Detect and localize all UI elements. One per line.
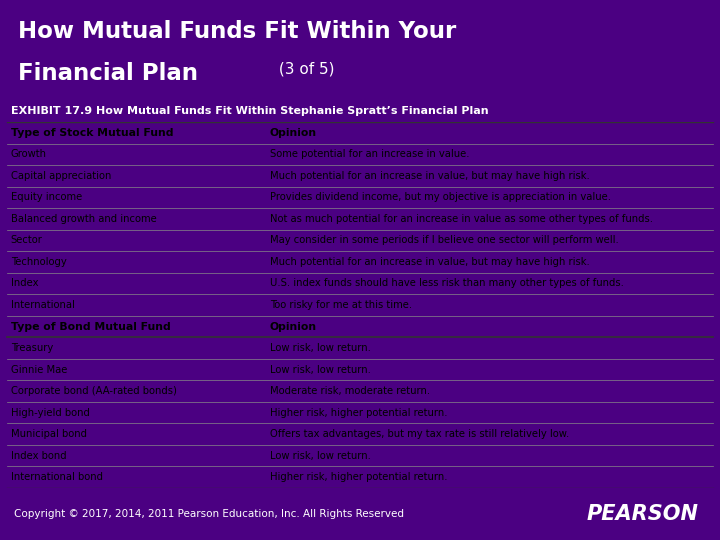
Text: Capital appreciation: Capital appreciation: [11, 171, 111, 181]
Text: Type of Stock Mutual Fund: Type of Stock Mutual Fund: [11, 128, 174, 138]
Text: Higher risk, higher potential return.: Higher risk, higher potential return.: [270, 408, 448, 417]
Text: U.S. index funds should have less risk than many other types of funds.: U.S. index funds should have less risk t…: [270, 279, 624, 288]
Text: Growth: Growth: [11, 149, 47, 159]
Text: Equity income: Equity income: [11, 192, 82, 202]
Text: Much potential for an increase in value, but may have high risk.: Much potential for an increase in value,…: [270, 257, 590, 267]
Text: Some potential for an increase in value.: Some potential for an increase in value.: [270, 149, 469, 159]
Text: How Mutual Funds Fit Within Your: How Mutual Funds Fit Within Your: [18, 20, 456, 43]
Text: Technology: Technology: [11, 257, 66, 267]
Text: Provides dividend income, but my objective is appreciation in value.: Provides dividend income, but my objecti…: [270, 192, 611, 202]
Text: Municipal bond: Municipal bond: [11, 429, 87, 439]
Text: High-yield bond: High-yield bond: [11, 408, 90, 417]
Text: Much potential for an increase in value, but may have high risk.: Much potential for an increase in value,…: [270, 171, 590, 181]
Text: Sector: Sector: [11, 235, 42, 245]
Text: Balanced growth and income: Balanced growth and income: [11, 214, 156, 224]
Text: Not as much potential for an increase in value as some other types of funds.: Not as much potential for an increase in…: [270, 214, 653, 224]
Text: Ginnie Mae: Ginnie Mae: [11, 364, 67, 375]
Text: International: International: [11, 300, 75, 310]
Text: Copyright © 2017, 2014, 2011 Pearson Education, Inc. All Rights Reserved: Copyright © 2017, 2014, 2011 Pearson Edu…: [14, 509, 405, 519]
Text: Too risky for me at this time.: Too risky for me at this time.: [270, 300, 412, 310]
Text: Index bond: Index bond: [11, 451, 66, 461]
Text: Low risk, low return.: Low risk, low return.: [270, 343, 371, 353]
Text: Low risk, low return.: Low risk, low return.: [270, 364, 371, 375]
Text: (3 of 5): (3 of 5): [274, 62, 334, 77]
Text: Offers tax advantages, but my tax rate is still relatively low.: Offers tax advantages, but my tax rate i…: [270, 429, 570, 439]
Text: Higher risk, higher potential return.: Higher risk, higher potential return.: [270, 472, 448, 482]
Text: Opinion: Opinion: [270, 128, 317, 138]
Text: Corporate bond (AA-rated bonds): Corporate bond (AA-rated bonds): [11, 386, 176, 396]
Text: Low risk, low return.: Low risk, low return.: [270, 451, 371, 461]
Text: PEARSON: PEARSON: [586, 504, 698, 524]
Text: EXHIBIT 17.9 How Mutual Funds Fit Within Stephanie Spratt’s Financial Plan: EXHIBIT 17.9 How Mutual Funds Fit Within…: [11, 106, 488, 116]
Text: May consider in some periods if I believe one sector will perform well.: May consider in some periods if I believ…: [270, 235, 618, 245]
Text: Moderate risk, moderate return.: Moderate risk, moderate return.: [270, 386, 430, 396]
Text: Index: Index: [11, 279, 38, 288]
Text: Opinion: Opinion: [270, 321, 317, 332]
Text: International bond: International bond: [11, 472, 103, 482]
Text: Treasury: Treasury: [11, 343, 53, 353]
Text: Financial Plan: Financial Plan: [18, 62, 198, 85]
Text: Type of Bond Mutual Fund: Type of Bond Mutual Fund: [11, 321, 171, 332]
